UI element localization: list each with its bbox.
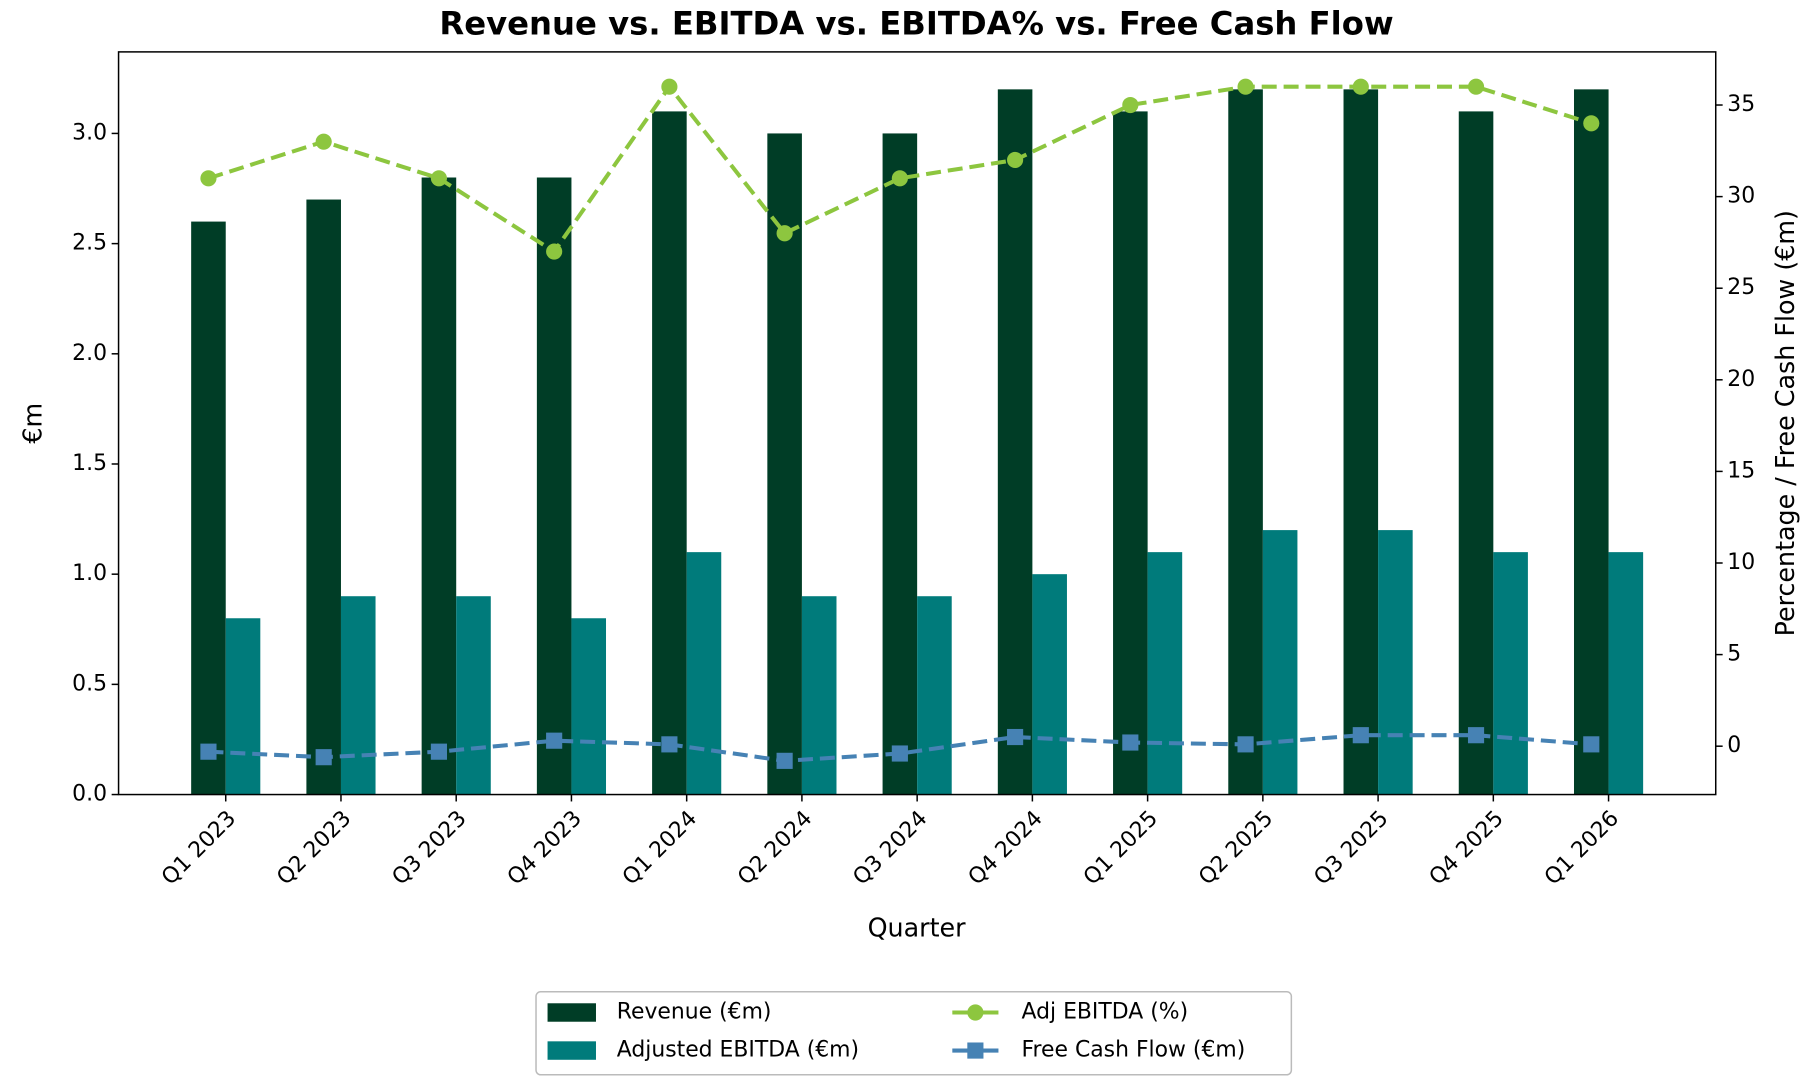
y-tick-label: 0.0 bbox=[72, 782, 107, 807]
marker bbox=[430, 170, 447, 187]
x-tick-label: Q1 2025 bbox=[1079, 806, 1163, 890]
bar bbox=[571, 618, 607, 795]
y-tick-label: 1.5 bbox=[72, 451, 107, 476]
bar bbox=[456, 596, 491, 795]
bar bbox=[767, 133, 802, 795]
x-tick-label: Q1 2026 bbox=[1540, 806, 1624, 890]
marker bbox=[661, 78, 678, 95]
marker bbox=[1122, 734, 1139, 751]
y2-axis-label: Percentage / Free Cash Flow (€m) bbox=[1770, 210, 1800, 636]
marker bbox=[1583, 736, 1600, 753]
y2-tick-label: 15 bbox=[1727, 458, 1755, 483]
marker bbox=[200, 743, 217, 760]
x-tick-label: Q3 2025 bbox=[1309, 806, 1393, 890]
x-tick-label: Q3 2024 bbox=[848, 806, 932, 890]
x-tick-label: Q1 2023 bbox=[157, 806, 241, 890]
y2-tick-label: 5 bbox=[1727, 642, 1741, 667]
bar bbox=[306, 199, 341, 795]
marker bbox=[1237, 78, 1254, 95]
legend-frame bbox=[535, 990, 1293, 1076]
marker bbox=[1007, 728, 1024, 746]
bar bbox=[917, 596, 952, 795]
marker bbox=[200, 170, 217, 187]
marker bbox=[776, 225, 793, 242]
marker bbox=[315, 749, 332, 766]
bar bbox=[1343, 89, 1379, 795]
bar bbox=[191, 221, 226, 795]
bar bbox=[1378, 530, 1413, 795]
bar bbox=[801, 596, 837, 795]
legend-swatch bbox=[547, 1003, 596, 1022]
y2-tick-label: 25 bbox=[1727, 275, 1755, 300]
marker bbox=[1007, 151, 1024, 169]
y-axis-label: €m bbox=[17, 403, 47, 444]
marker bbox=[315, 133, 332, 150]
x-tick-label: Q4 2024 bbox=[964, 806, 1048, 890]
bar bbox=[882, 133, 918, 795]
y2-tick-label: 0 bbox=[1727, 733, 1741, 758]
marker bbox=[1237, 736, 1254, 753]
bar bbox=[1608, 552, 1644, 795]
marker bbox=[1352, 727, 1369, 744]
marker bbox=[1122, 96, 1139, 114]
y-tick-label: 0.5 bbox=[72, 671, 107, 696]
marker bbox=[1352, 78, 1369, 95]
bar bbox=[536, 177, 572, 795]
marker bbox=[430, 743, 447, 760]
legend-label: Adj EBITDA (%) bbox=[1022, 1000, 1189, 1025]
bar bbox=[1032, 574, 1067, 795]
x-tick-label: Q2 2023 bbox=[272, 806, 356, 890]
marker bbox=[1467, 727, 1485, 744]
legend-label: Adjusted EBITDA (€m) bbox=[617, 1038, 859, 1063]
y-tick-label: 2.5 bbox=[72, 231, 107, 256]
bar bbox=[1493, 552, 1528, 795]
y2-tick-label: 35 bbox=[1727, 92, 1755, 117]
marker bbox=[776, 752, 793, 769]
bar bbox=[1113, 111, 1148, 795]
x-axis-label: Quarter bbox=[868, 912, 967, 942]
marker bbox=[1583, 115, 1600, 132]
bar bbox=[1147, 552, 1183, 795]
legend-label: Free Cash Flow (€m) bbox=[1022, 1038, 1246, 1063]
bar bbox=[686, 552, 722, 795]
bar bbox=[997, 89, 1033, 795]
bar bbox=[340, 596, 376, 795]
chart-title: Revenue vs. EBITDA vs. EBITDA% vs. Free … bbox=[439, 4, 1393, 42]
x-tick-label: Q1 2024 bbox=[618, 806, 702, 890]
bar bbox=[1228, 89, 1263, 795]
legend: Revenue (€m) Adjusted EBITDA (€m) Adj EBIT… bbox=[535, 990, 1293, 1076]
y2-tick-label: 10 bbox=[1727, 550, 1755, 575]
bar bbox=[1262, 530, 1298, 795]
y-tick-label: 2.0 bbox=[72, 341, 107, 366]
marker bbox=[546, 732, 563, 749]
bar bbox=[225, 618, 261, 795]
y-tick-label: 3.0 bbox=[72, 120, 107, 145]
x-tick-label: Q4 2023 bbox=[503, 806, 587, 890]
bar bbox=[652, 111, 687, 795]
bar bbox=[421, 177, 457, 795]
x-tick-label: Q2 2024 bbox=[733, 806, 817, 890]
legend-marker bbox=[967, 1004, 984, 1021]
x-tick-label: Q2 2025 bbox=[1194, 806, 1278, 890]
bar bbox=[1573, 89, 1609, 795]
x-tick-label: Q3 2023 bbox=[388, 806, 472, 890]
marker bbox=[661, 736, 678, 753]
marker bbox=[1467, 78, 1485, 95]
legend-swatch bbox=[547, 1041, 596, 1060]
legend-label: Revenue (€m) bbox=[617, 1000, 772, 1025]
y2-tick-label: 20 bbox=[1727, 367, 1755, 392]
bar bbox=[1458, 111, 1494, 795]
y2-tick-label: 30 bbox=[1727, 184, 1755, 209]
x-tick-label: Q4 2025 bbox=[1425, 806, 1509, 890]
marker bbox=[546, 243, 563, 260]
legend-marker bbox=[967, 1042, 984, 1059]
marker bbox=[891, 170, 908, 187]
marker bbox=[891, 745, 908, 762]
y-tick-label: 1.0 bbox=[72, 561, 107, 586]
